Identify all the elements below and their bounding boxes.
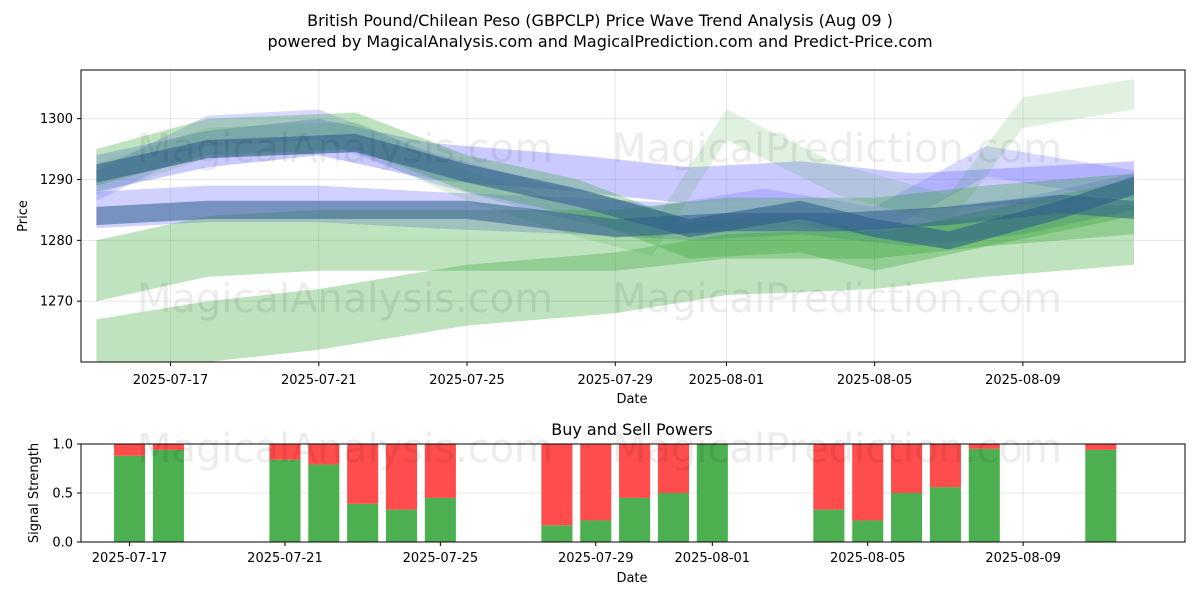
price-x-tick-label: 2025-08-05 [837,373,913,388]
watermark-prediction-mid: MagicalPrediction.com [612,276,1062,322]
price-plot-frame [80,69,1186,363]
buy-power-bar [541,525,573,542]
signal-x-tick-label: 2025-07-21 [247,551,323,566]
sell-power-bar [852,444,884,521]
sell-power-bar [580,444,612,521]
sell-power-bar [657,444,690,493]
buy-power-bar [813,509,845,542]
price-x-tick-label: 2025-08-09 [985,373,1061,388]
buy-power-bar [619,497,651,542]
signal-y-tick-label: 0.5 [52,487,73,502]
figure-title-line-1: British Pound/Chilean Peso (GBPCLP) Pric… [307,11,893,30]
buy-power-bar [152,449,184,542]
sell-power-bar [929,444,961,488]
signal-y-axis-label: Signal Strength [27,443,42,543]
sell-power-bar [891,444,923,493]
sell-power-bar [1085,444,1117,450]
price-wave-band-4 [96,112,1134,271]
signal-bars [114,444,1117,542]
buy-power-bar [269,459,301,542]
signal-x-tick-label: 2025-07-25 [403,551,479,566]
signal-x-axis-label: Date [616,571,647,586]
buy-power-bar [424,497,456,542]
price-wave-band-5 [96,79,1134,256]
sell-power-bar [152,444,184,450]
signal-x-tick-label: 2025-07-17 [92,551,168,566]
watermark-analysis-mid: MagicalAnalysis.com [137,276,553,322]
sell-power-bar [968,444,1000,449]
price-y-tick-label: 1270 [40,295,73,310]
price-wave-band-9 [96,194,1134,238]
signal-x-axis: 2025-07-17 2025-07-21 2025-07-25 2025-07-29… [92,542,1061,566]
price-x-tick-label: 2025-07-17 [133,373,209,388]
price-y-tick-label: 1290 [40,173,73,188]
sell-power-bar [541,444,573,526]
price-x-tick-label: 2025-07-29 [577,373,653,388]
price-y-tick-label: 1280 [40,234,73,249]
price-x-axis: 2025-07-17 2025-07-21 2025-07-25 2025-07-29… [133,362,1061,388]
signal-y-tick-label: 1.0 [52,438,73,453]
price-x-tick-label: 2025-08-01 [689,373,765,388]
price-waves [96,79,1134,362]
watermark-analysis-bottom: MagicalAnalysis.com [137,426,553,472]
buy-power-bar [347,503,379,542]
buy-power-bar [696,444,728,542]
sell-power-bar [114,444,146,456]
sell-power-bar [308,444,340,465]
buy-power-bar [657,493,690,542]
buy-power-bar [968,448,1000,542]
buy-power-bar [891,493,923,542]
price-x-tick-label: 2025-07-25 [429,373,505,388]
buy-power-bar [929,487,961,542]
price-y-axis-label: Price [16,200,31,232]
sell-power-bar [813,444,845,510]
price-chart: MagicalAnalysis.com MagicalPrediction.co… [16,69,1186,407]
sell-power-bar [424,444,456,498]
watermark-prediction-bottom: MagicalPrediction.com [612,426,1062,472]
sell-power-bar [347,444,379,504]
buy-power-bar [308,464,340,542]
signal-x-tick-label: 2025-08-09 [985,551,1061,566]
price-wave-band-7 [96,203,1134,362]
watermark-prediction-top: MagicalPrediction.com [612,126,1062,172]
signal-x-tick-label: 2025-08-05 [830,551,906,566]
buy-power-bar [1085,449,1117,542]
signal-chart-title: Buy and Sell Powers [551,420,713,439]
sell-power-bar [619,444,651,498]
buy-power-bar [852,520,884,542]
signal-y-axis: 0.0 0.5 1.0 [52,438,81,551]
watermark-analysis-top: MagicalAnalysis.com [137,126,553,172]
signal-x-tick-label: 2025-07-29 [558,551,634,566]
buy-power-bar [114,455,146,542]
sell-power-bar [385,444,418,510]
sell-power-bar [269,444,301,460]
price-y-tick-label: 1300 [40,112,73,127]
signal-x-tick-label: 2025-08-01 [675,551,751,566]
price-x-tick-label: 2025-07-21 [281,373,357,388]
price-y-axis: 1270 1280 1290 1300 [40,112,81,310]
buy-power-bar [385,509,418,542]
price-x-axis-label: Date [616,392,647,407]
buy-power-bar [580,520,612,542]
signal-y-tick-label: 0.0 [52,536,73,551]
figure-title-line-2: powered by MagicalAnalysis.com and Magic… [267,32,932,51]
signal-chart: Buy and Sell Powers MagicalAnalysis.com … [27,420,1186,586]
